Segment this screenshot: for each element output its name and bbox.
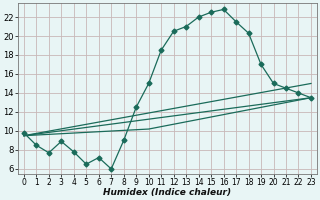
X-axis label: Humidex (Indice chaleur): Humidex (Indice chaleur) bbox=[103, 188, 231, 197]
